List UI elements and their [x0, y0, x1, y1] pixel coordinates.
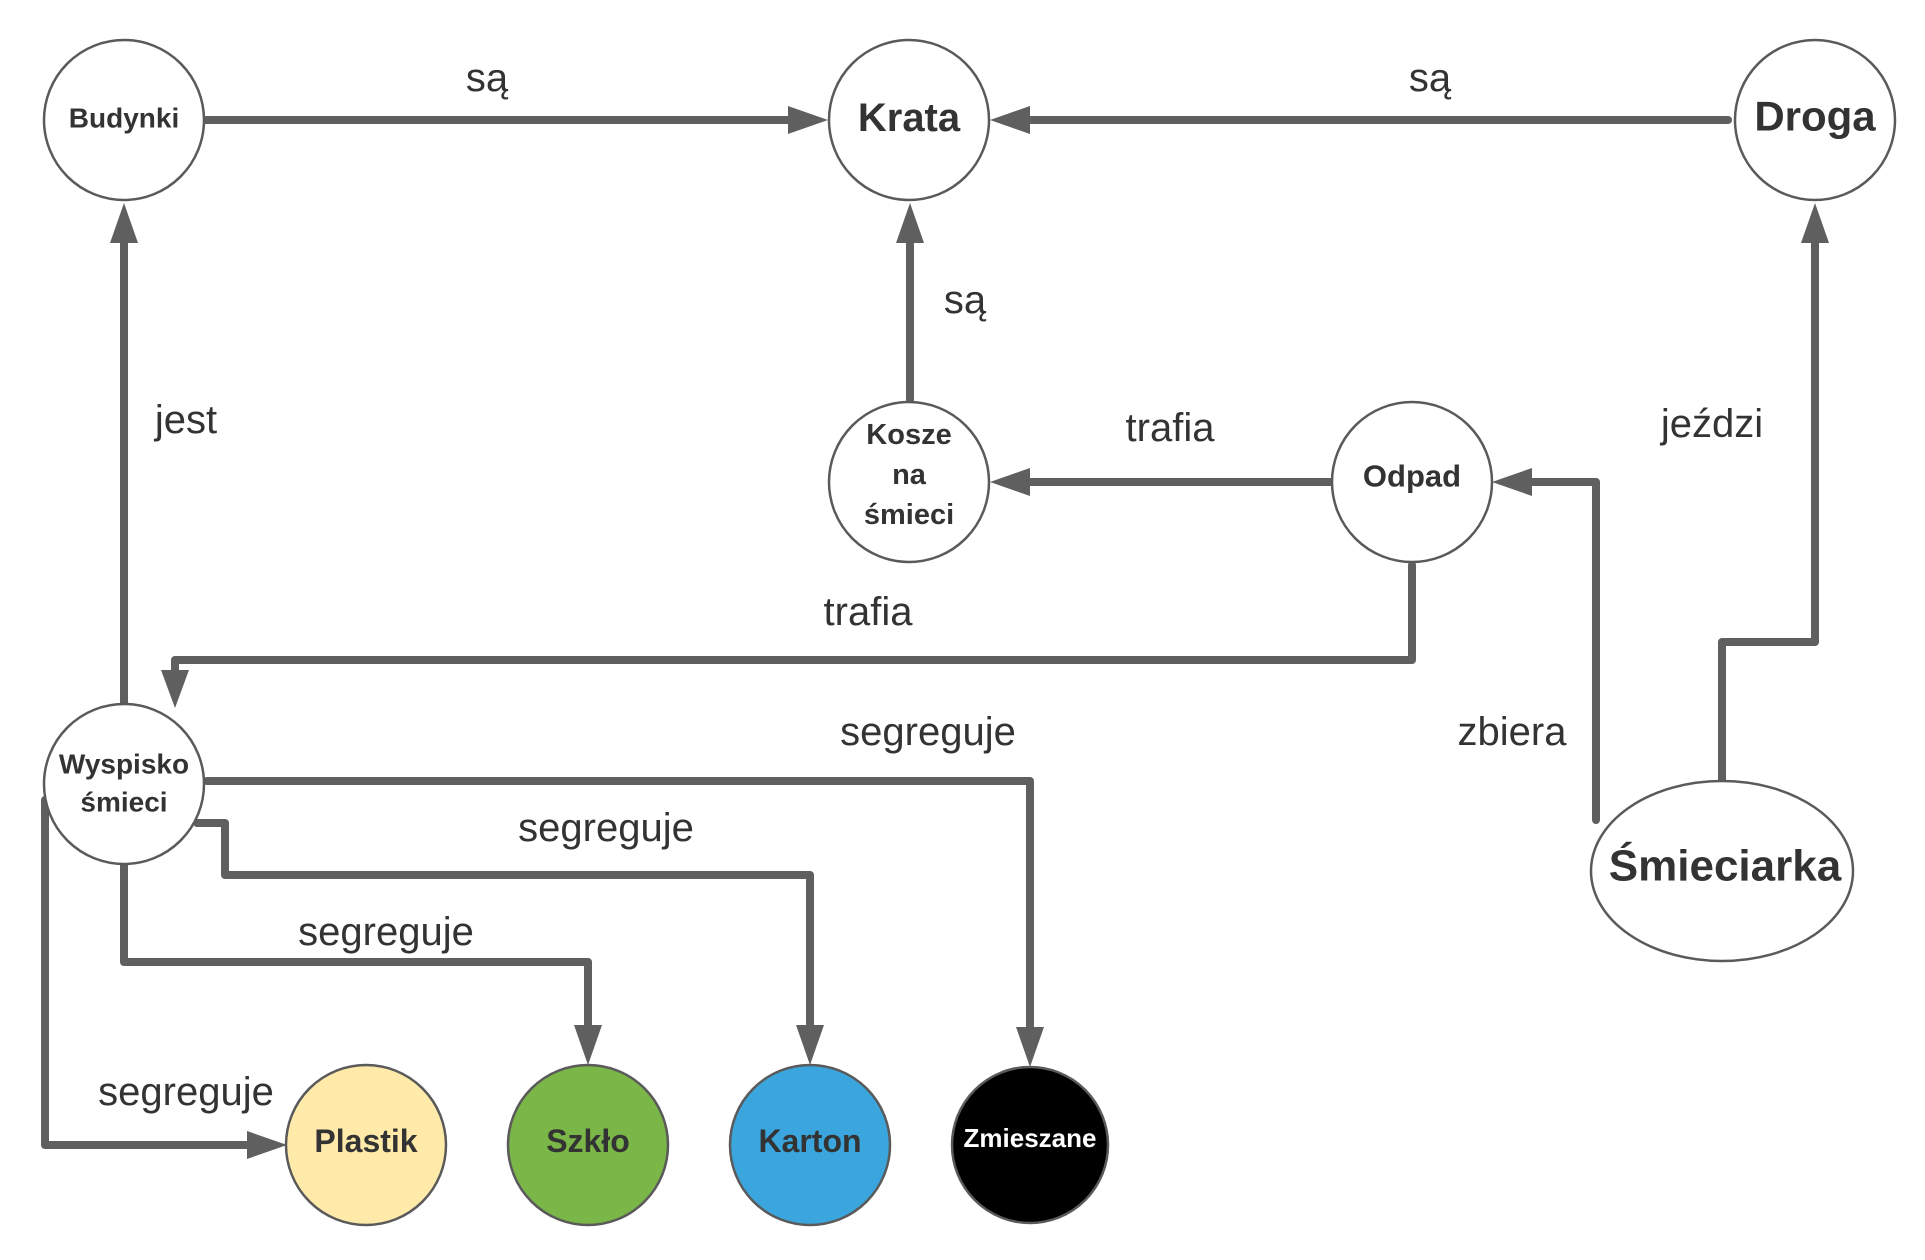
edge-label-kosze-krata: są — [944, 278, 987, 322]
edge-smieciarka-droga — [1718, 228, 1819, 786]
node-plastik-circle — [284, 1063, 448, 1227]
node-plastik-label: Plastik — [314, 1123, 417, 1159]
node-zmieszane-circle — [950, 1065, 1110, 1225]
arrowhead-plastik-left — [247, 1131, 287, 1159]
edge-label-wyspisko-plastik: segreguje — [98, 1070, 274, 1114]
arrowhead-zmieszane-top — [1016, 1027, 1044, 1067]
edge-wyspisko-zmieszane — [203, 777, 1034, 1039]
node-krata-circle — [827, 38, 991, 202]
node-smieciarka-ellipse — [1589, 779, 1855, 963]
node-budynki-circle — [42, 38, 206, 202]
arrowhead-kosze-right — [990, 468, 1030, 496]
edge-odpad-wyspisko — [171, 561, 1416, 678]
node-krata-label: Krata — [858, 96, 961, 140]
node-szklo-label: Szkło — [546, 1123, 630, 1159]
node-odpad-label: Odpad — [1363, 459, 1461, 494]
edge-labels: są są są jest trafia trafia jeździ zbier… — [98, 56, 1763, 1114]
edges — [41, 116, 1819, 1149]
node-kosze-circle — [827, 400, 991, 564]
node-plastik: Plastik — [284, 1063, 448, 1227]
node-kosze-label-line2: na — [892, 459, 927, 491]
node-odpad: Odpad — [1330, 400, 1494, 564]
arrowhead-droga-bottom — [1801, 203, 1829, 243]
edge-label-wyspisko-budynki: jest — [154, 398, 217, 442]
node-karton-circle — [728, 1063, 892, 1227]
node-zmieszane: Zmieszane — [950, 1065, 1110, 1225]
edge-wyspisko-karton — [193, 819, 814, 1039]
node-kosze-na-smieci: Kosze na śmieci — [827, 400, 991, 564]
edge-label-odpad-kosze: trafia — [1126, 406, 1216, 450]
node-budynki: Budynki — [42, 38, 206, 202]
node-karton: Karton — [728, 1063, 892, 1227]
edge-label-budynki-krata: są — [466, 56, 509, 100]
edge-label-odpad-wyspisko: trafia — [824, 590, 914, 634]
node-kosze-label-line3: śmieci — [864, 499, 954, 531]
arrowhead-szklo-top — [574, 1025, 602, 1065]
node-droga-label: Droga — [1754, 93, 1876, 140]
edge-label-wyspisko-zmieszane: segreguje — [840, 710, 1016, 754]
node-budynki-label: Budynki — [69, 103, 179, 134]
node-kosze-label-line1: Kosze — [866, 419, 951, 451]
node-szklo: Szkło — [506, 1063, 670, 1227]
nodes: Budynki Krata Droga Kosze na śmieci Odpa… — [42, 38, 1897, 1227]
arrowhead-karton-top — [796, 1025, 824, 1065]
arrowhead-budynki-bottom — [110, 203, 138, 243]
node-wyspisko-smieci: Wyspisko śmieci — [42, 702, 206, 866]
node-szklo-circle — [506, 1063, 670, 1227]
node-smieciarka: Śmieciarka — [1589, 779, 1855, 963]
arrowhead-odpad-right — [1492, 468, 1532, 496]
node-wyspisko-label-line2: śmieci — [80, 787, 167, 818]
node-droga-circle — [1733, 38, 1897, 202]
arrowhead-krata-right — [990, 106, 1030, 134]
node-smieciarka-label: Śmieciarka — [1609, 841, 1842, 891]
edge-label-wyspisko-karton: segreguje — [518, 806, 694, 850]
node-krata: Krata — [827, 38, 991, 202]
node-droga: Droga — [1733, 38, 1897, 202]
arrowhead-krata-left — [788, 106, 828, 134]
node-wyspisko-label-line1: Wyspisko — [59, 749, 189, 780]
edge-wyspisko-szklo — [120, 861, 592, 1039]
node-wyspisko-circle — [42, 702, 206, 866]
edge-wyspisko-plastik — [41, 796, 254, 1149]
edge-label-wyspisko-szklo: segreguje — [298, 910, 474, 954]
edge-label-droga-krata: są — [1409, 56, 1452, 100]
arrowhead-wyspisko-top — [161, 670, 189, 708]
arrowhead-krata-bottom — [896, 203, 924, 243]
edge-label-smieciarka-droga: jeździ — [1660, 402, 1763, 446]
node-odpad-circle — [1330, 400, 1494, 564]
arrowheads — [110, 106, 1829, 1159]
edge-label-smieciarka-odpad: zbiera — [1458, 710, 1568, 754]
node-karton-label: Karton — [758, 1123, 861, 1159]
node-zmieszane-label: Zmieszane — [964, 1123, 1097, 1153]
edge-smieciarka-odpad — [1516, 478, 1600, 824]
